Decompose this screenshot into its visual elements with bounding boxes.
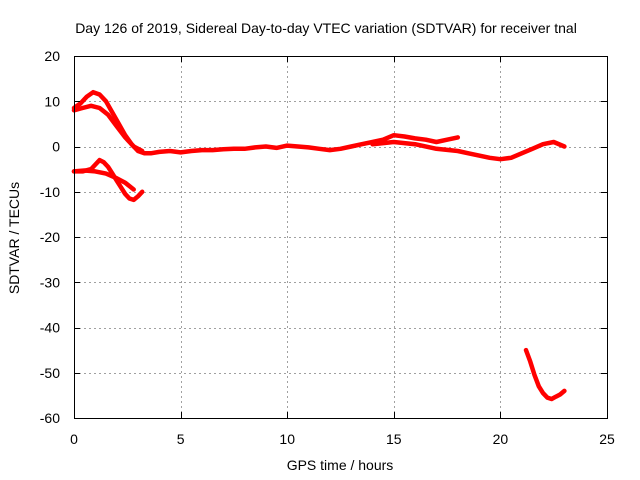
series-line-1	[71, 103, 145, 154]
x-tick-label: 0	[70, 431, 78, 447]
series-line-4	[71, 168, 136, 192]
y-tick-label: 10	[44, 93, 60, 109]
y-tick-label: -40	[40, 320, 60, 336]
y-axis-label: SDTVAR / TECUs	[6, 182, 22, 294]
x-tick-label: 20	[493, 431, 509, 447]
y-tick-label: 20	[44, 48, 60, 64]
tick-marks	[74, 56, 608, 419]
grid-lines	[74, 56, 607, 418]
y-tick-label: -60	[40, 410, 60, 426]
y-tick-label: 0	[52, 139, 60, 155]
series-line-2	[370, 139, 567, 162]
x-tick-label: 10	[279, 431, 295, 447]
y-tick-label: -50	[40, 365, 60, 381]
chart-title: Day 126 of 2019, Sidereal Day-to-day VTE…	[75, 20, 577, 36]
x-axis-label: GPS time / hours	[287, 457, 394, 473]
series-line-5	[523, 347, 567, 402]
series-group	[71, 89, 567, 402]
y-tick-label: -10	[40, 184, 60, 200]
y-tick-label: -30	[40, 274, 60, 290]
series-line-3	[71, 157, 145, 203]
x-tick-label: 25	[599, 431, 615, 447]
x-tick-label: 5	[177, 431, 185, 447]
x-tick-labels: 0 5 10 15 20 25	[70, 431, 615, 447]
y-tick-label: -20	[40, 229, 60, 245]
x-tick-label: 15	[386, 431, 402, 447]
y-tick-labels: -60 -50 -40 -30 -20 -10 0 10 20	[40, 48, 60, 426]
series-line-0	[71, 89, 461, 156]
